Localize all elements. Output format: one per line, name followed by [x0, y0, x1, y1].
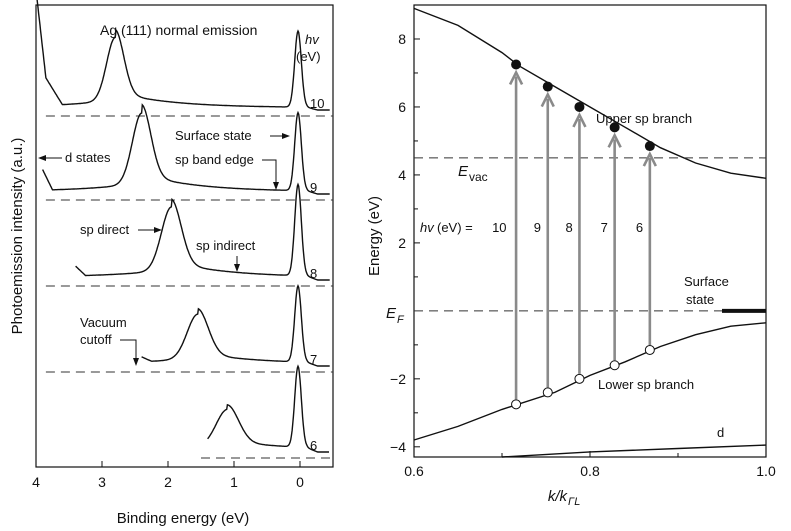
transition-arrowhead — [607, 132, 622, 148]
hv-values: 10 9 8 7 6 — [492, 220, 643, 235]
left-x-tick-label: 2 — [164, 474, 172, 490]
spectrum-curve — [75, 182, 330, 281]
transition-arrowhead — [508, 69, 524, 86]
annotation-d-states: d states — [65, 150, 111, 165]
left-x-tick-label: 1 — [230, 474, 238, 490]
transition-arrowhead — [572, 112, 587, 128]
initial-state-point — [574, 373, 585, 384]
transition-arrowhead — [642, 151, 658, 167]
spectrum-curve — [36, 0, 330, 111]
d-band — [501, 444, 767, 458]
spectrum-curve — [41, 103, 330, 195]
right-y-tick-label: −4 — [390, 439, 406, 455]
lower-sp-band — [413, 322, 767, 441]
final-state-point — [609, 122, 620, 133]
right-panel: 0.6 0.8 1.0 −4 −2 2 4 6 8 Energy (eV) k/k ΓL E v… — [366, 4, 776, 508]
lower-branch-label: Lower sp branch — [598, 377, 694, 392]
right-x-tick-label: 0.6 — [404, 463, 424, 479]
sp-indirect-arrowhead — [234, 264, 240, 272]
left-spectra: 10 9 8 7 6 — [36, 0, 333, 459]
ef-label-sub: F — [397, 314, 405, 326]
right-axis-ticks: 0.6 0.8 1.0 −4 −2 2 4 6 8 — [390, 31, 776, 479]
d-states-arrowhead — [38, 155, 46, 161]
annotation-sp-indirect: sp indirect — [196, 238, 256, 253]
d-band-label: d — [717, 425, 724, 440]
left-x-tick-label: 3 — [98, 474, 106, 490]
right-transitions — [508, 59, 658, 410]
transition-hv-label: 6 — [636, 220, 643, 235]
initial-state-point — [609, 360, 620, 371]
right-x-axis-label-sub: ΓL — [568, 496, 580, 508]
annotation-cutoff: cutoff — [80, 332, 112, 347]
upper-branch-label: Upper sp branch — [596, 111, 692, 126]
spectrum-hv-label: 10 — [310, 96, 324, 111]
spectrum-curve — [207, 364, 329, 453]
left-x-tick-label: 4 — [32, 474, 40, 490]
initial-state-point — [644, 344, 655, 355]
sp-direct-arrowhead — [154, 227, 162, 233]
left-title: Ag (111) normal emission — [100, 22, 257, 38]
spectrum-hv-label: 8 — [310, 266, 317, 281]
transition-hv-label: 8 — [565, 220, 572, 235]
right-y-tick-label: −2 — [390, 371, 406, 387]
annotation-vacuum: Vacuum — [80, 315, 127, 330]
transition-arrowhead — [540, 91, 555, 108]
spectrum-hv-label: 6 — [310, 438, 317, 453]
right-y-tick-label: 2 — [398, 235, 406, 251]
left-plot-frame — [35, 4, 334, 468]
surface-state-label-1: Surface — [684, 274, 729, 289]
right-y-axis-label: Energy (eV) — [366, 196, 383, 276]
vacuum-cutoff-arrowhead — [133, 358, 139, 366]
right-x-tick-label: 0.8 — [580, 463, 600, 479]
annotation-sp-band-edge: sp band edge — [175, 152, 254, 167]
transition-hv-label: 7 — [601, 220, 608, 235]
annotation-sp-direct: sp direct — [80, 222, 130, 237]
right-y-tick-label: 6 — [398, 99, 406, 115]
spectrum-hv-label: 7 — [310, 352, 317, 367]
right-x-tick-label: 1.0 — [756, 463, 776, 479]
final-state-point — [574, 101, 585, 112]
hv-unit: (eV) = — [437, 220, 473, 235]
hv-header-symbol: hv — [305, 32, 320, 47]
surface-state-label-2: state — [686, 292, 714, 307]
right-x-axis-label: k/k — [548, 488, 569, 505]
spectrum-hv-label: 9 — [310, 180, 317, 195]
hv-header-unit: (eV) — [296, 49, 321, 64]
final-state-point — [644, 141, 655, 152]
vacuum-cutoff-arrow — [120, 339, 137, 362]
left-x-tick-label: 0 — [296, 474, 304, 490]
sp-band-edge-arrow — [262, 159, 277, 186]
final-state-point — [542, 81, 553, 92]
right-y-tick-label: 4 — [398, 167, 406, 183]
left-x-ticks: 4 3 2 1 0 — [32, 461, 304, 490]
hv-symbol: hv — [420, 220, 435, 235]
left-x-axis-label: Binding energy (eV) — [117, 510, 250, 527]
initial-state-point — [542, 387, 553, 398]
right-bands — [413, 7, 767, 458]
spectrum-curve — [141, 283, 330, 367]
surface-state-arrowhead — [282, 133, 290, 139]
evac-label: E — [458, 163, 469, 180]
annotation-surface-state: Surface state — [175, 128, 252, 143]
upper-sp-band — [413, 7, 767, 179]
sp-band-edge-arrowhead — [273, 182, 279, 190]
transition-hv-label: 10 — [492, 220, 506, 235]
right-y-tick-label: 8 — [398, 31, 406, 47]
evac-label-sub: vac — [469, 170, 488, 184]
final-state-point — [511, 59, 522, 70]
transition-hv-label: 9 — [534, 220, 541, 235]
ef-label: E — [386, 305, 397, 322]
left-y-axis-label: Photoemission intensity (a.u.) — [9, 138, 26, 335]
initial-state-point — [511, 399, 522, 410]
